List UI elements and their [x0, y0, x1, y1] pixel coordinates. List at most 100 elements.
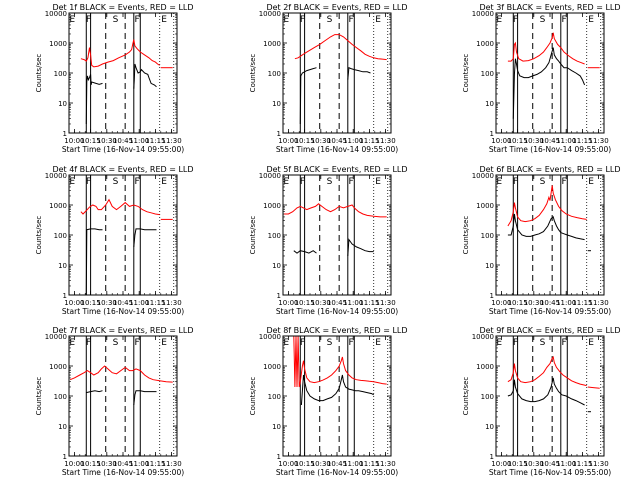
segment-letter: E	[588, 338, 594, 348]
series-group	[284, 203, 387, 257]
y-tick-label: 10000	[259, 10, 281, 18]
x-tick-label: 11:15	[359, 460, 379, 468]
segment-markers	[299, 13, 389, 133]
lld-series-line	[507, 185, 587, 227]
segment-letter: E	[375, 177, 381, 187]
segment-letter: E	[283, 177, 289, 187]
y-tick-label: 1	[277, 130, 281, 138]
panel-title: Det 2f BLACK = Events, RED = LLD	[266, 3, 407, 12]
segment-letter: E	[161, 177, 167, 187]
segment-letter: S	[540, 15, 546, 25]
segment-markers	[85, 13, 175, 133]
x-tick-label: 10:00	[491, 137, 511, 145]
x-axis-label: Start Time (16-Nov-14 09:55:00)	[276, 145, 398, 154]
x-tick-label: 10:30	[97, 137, 117, 145]
y-tick-label: 100	[54, 232, 67, 240]
y-tick-label: 1	[490, 453, 494, 461]
y-tick-label: 1000	[263, 40, 281, 48]
lld-series-line	[80, 198, 160, 216]
y-tick-label: 1000	[476, 202, 494, 210]
x-tick-label: 11:15	[572, 299, 592, 307]
segment-letter: E	[161, 338, 167, 348]
y-tick-label: 1000	[476, 40, 494, 48]
y-tick-label: 10000	[45, 10, 67, 18]
segment-letter: F	[348, 338, 353, 348]
x-tick-label: 10:45	[113, 137, 133, 145]
segment-letter: F	[561, 338, 566, 348]
segment-letter: E	[69, 15, 75, 25]
series-group	[507, 185, 591, 252]
segment-letter: E	[69, 338, 75, 348]
lld-series-line	[69, 365, 173, 383]
events-series-line	[507, 377, 585, 406]
plot-frame	[495, 12, 605, 134]
x-axis-label: Start Time (16-Nov-14 09:55:00)	[489, 145, 611, 154]
y-tick-label: 1	[63, 292, 67, 300]
events-series-line	[86, 390, 103, 394]
plot-frame	[68, 335, 178, 457]
x-tick-label: 11:00	[343, 460, 363, 468]
segment-letter: E	[375, 338, 381, 348]
y-axis-label: Counts/sec	[462, 216, 470, 255]
x-tick-label: 10:30	[97, 460, 117, 468]
x-tick-label: 10:30	[311, 299, 331, 307]
x-tick-label: 11:00	[129, 137, 149, 145]
x-tick-label: 10:30	[311, 137, 331, 145]
segment-letter: F	[348, 15, 353, 25]
segment-markers	[512, 336, 602, 456]
plot-frame	[68, 174, 178, 296]
series-group	[80, 39, 173, 125]
segment-letter: E	[161, 15, 167, 25]
y-tick-label: 1	[490, 292, 494, 300]
panel-title: Det 3f BLACK = Events, RED = LLD	[479, 3, 620, 12]
detector-panel-2: Det 2f BLACK = Events, RED = LLD 1 10 100 10…	[249, 3, 408, 154]
segment-markers	[85, 336, 175, 456]
plot-frame	[282, 174, 392, 296]
y-tick-label: 1	[277, 453, 281, 461]
x-tick-label: 10:00	[64, 299, 84, 307]
series-group	[293, 336, 387, 406]
segment-letter: S	[327, 15, 333, 25]
x-tick-label: 10:45	[540, 299, 560, 307]
x-tick-label: 11:30	[589, 460, 609, 468]
segment-letter: E	[588, 15, 594, 25]
y-tick-label: 1	[277, 292, 281, 300]
segment-markers	[512, 13, 602, 133]
segment-letter: E	[69, 177, 75, 187]
y-tick-label: 1000	[49, 363, 67, 371]
x-tick-label: 10:00	[278, 137, 298, 145]
x-tick-label: 10:15	[295, 137, 315, 145]
x-tick-label: 11:15	[145, 137, 165, 145]
plot-frame	[495, 174, 605, 296]
detector-panel-6: Det 6f BLACK = Events, RED = LLD 1 10 100 10…	[462, 165, 621, 316]
plot-frame	[282, 12, 392, 134]
x-tick-label: 10:00	[491, 460, 511, 468]
panel-title: Det 4f BLACK = Events, RED = LLD	[52, 165, 193, 174]
x-axis-label: Start Time (16-Nov-14 09:55:00)	[276, 468, 398, 477]
segment-letter: F	[561, 15, 566, 25]
panel-title: Det 8f BLACK = Events, RED = LLD	[266, 326, 407, 335]
x-tick-label: 11:00	[129, 299, 149, 307]
x-tick-label: 10:30	[524, 137, 544, 145]
y-tick-label: 100	[268, 393, 281, 401]
y-tick-label: 100	[54, 393, 67, 401]
x-tick-label: 11:30	[162, 460, 182, 468]
x-tick-label: 10:15	[81, 299, 101, 307]
segment-markers	[512, 175, 602, 295]
segment-letter: S	[113, 177, 119, 187]
segment-letter: F	[300, 338, 305, 348]
y-tick-label: 10	[485, 100, 494, 108]
x-tick-label: 10:15	[508, 299, 528, 307]
segment-letter: E	[496, 15, 502, 25]
x-tick-label: 10:00	[64, 137, 84, 145]
y-tick-label: 100	[268, 70, 281, 78]
panel-title: Det 9f BLACK = Events, RED = LLD	[479, 326, 620, 335]
y-tick-label: 10000	[259, 172, 281, 180]
y-axis-label: Counts/sec	[249, 377, 257, 416]
panel-title: Det 1f BLACK = Events, RED = LLD	[52, 3, 193, 12]
events-series-line	[512, 47, 586, 119]
segment-letter: S	[540, 177, 546, 187]
panel-title: Det 6f BLACK = Events, RED = LLD	[479, 165, 620, 174]
x-tick-label: 10:15	[508, 460, 528, 468]
